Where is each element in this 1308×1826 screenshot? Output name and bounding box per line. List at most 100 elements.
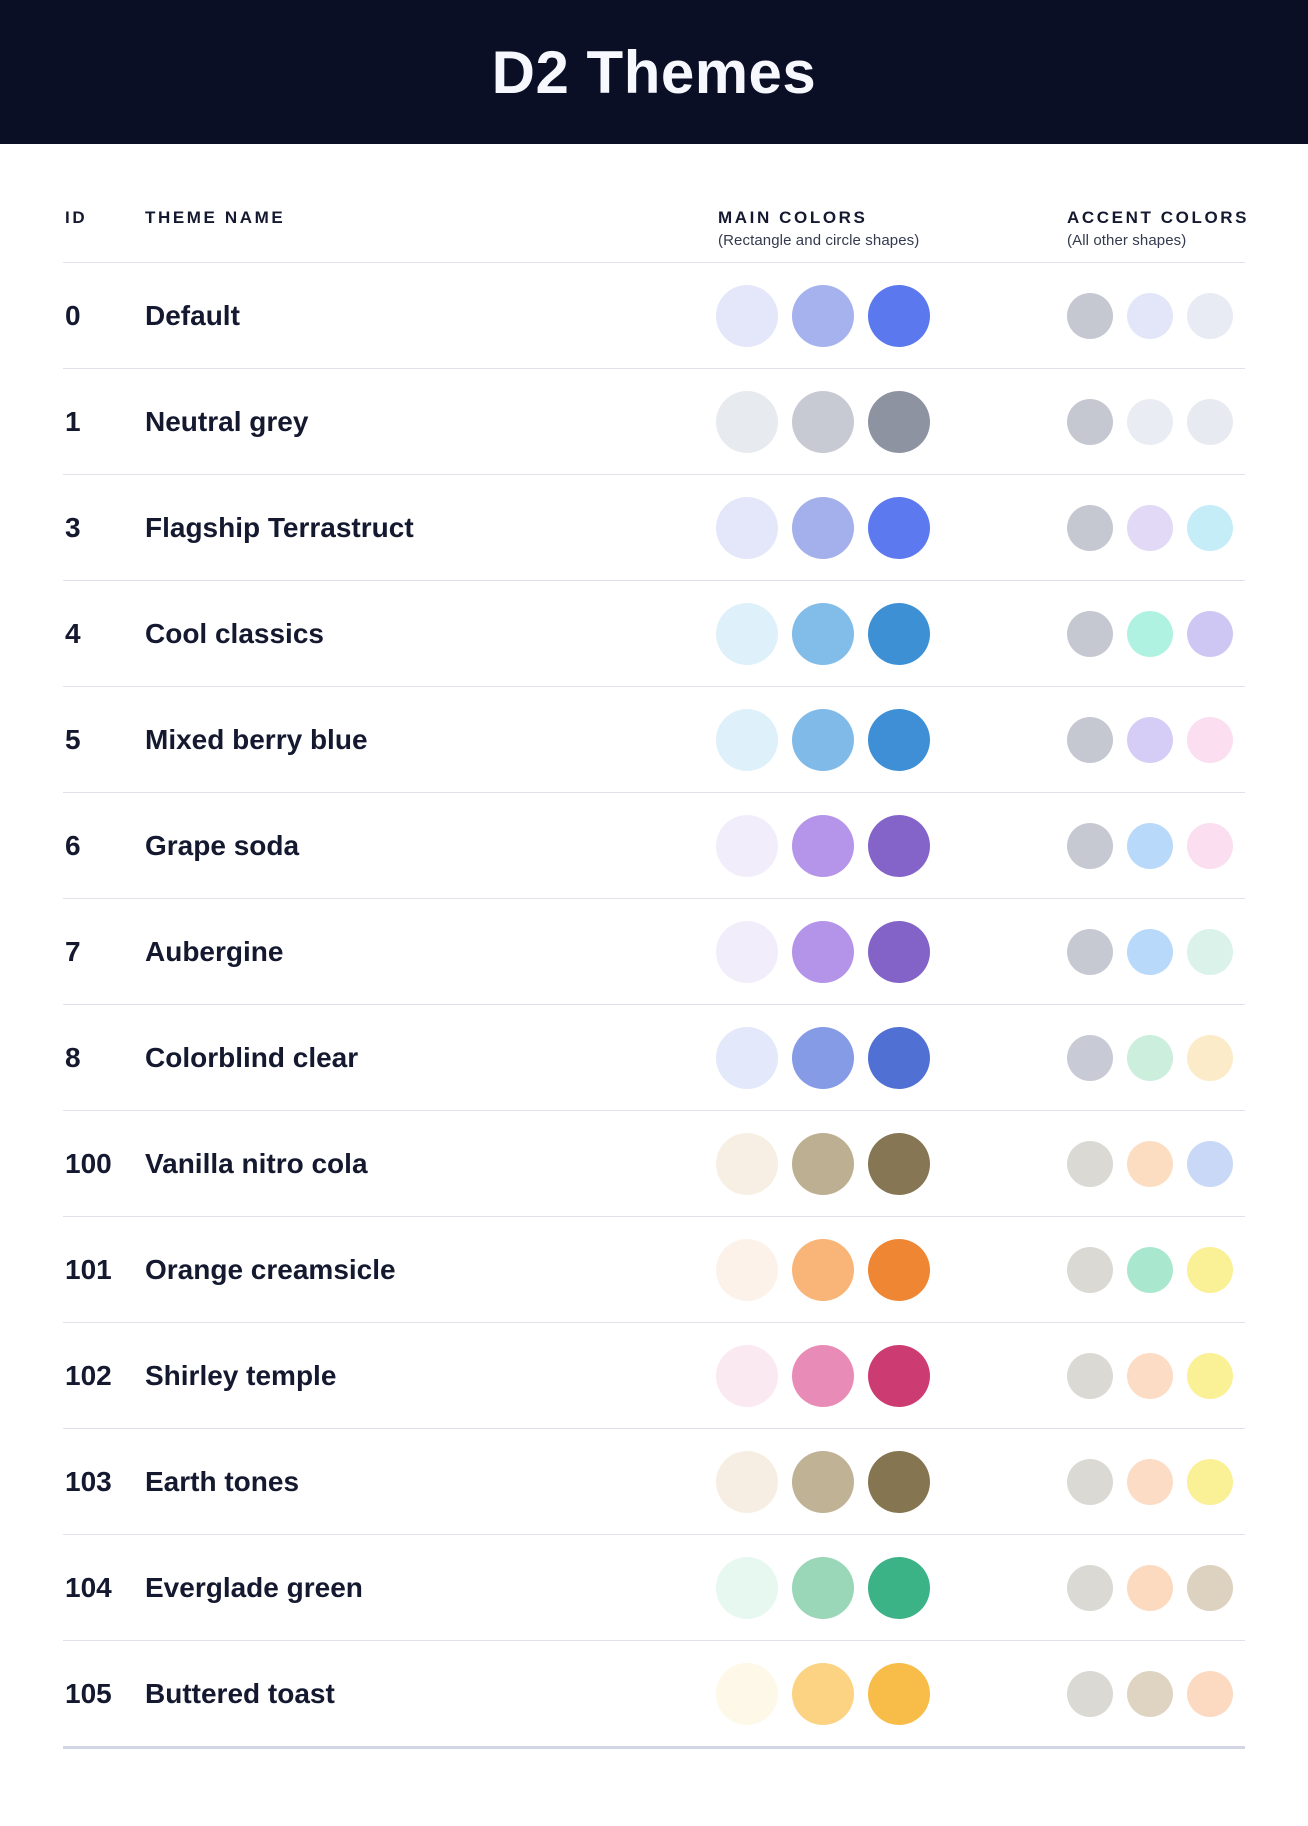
main-color-swatch [716, 1026, 778, 1089]
theme-name: Mixed berry blue [145, 723, 368, 755]
table-body: 0 Default 1 Neutral grey 3 Flagship Terr… [63, 262, 1245, 1749]
accent-color-swatch [1187, 1352, 1233, 1399]
accent-color-swatch [1127, 1140, 1173, 1187]
main-colors-group [716, 1662, 930, 1725]
accent-color-swatch [1067, 928, 1113, 975]
main-color-swatch [792, 496, 854, 559]
main-colors-group [716, 496, 930, 559]
table-row: 4 Cool classics [63, 581, 1245, 687]
accent-colors-group [1067, 1670, 1233, 1717]
accent-color-swatch [1187, 1458, 1233, 1505]
main-color-swatch [868, 390, 930, 453]
accent-colors-group [1067, 1034, 1233, 1081]
page-title: D2 Themes [491, 38, 817, 106]
main-color-swatch [868, 920, 930, 983]
accent-colors-group [1067, 1352, 1233, 1399]
main-color-swatch [868, 284, 930, 347]
theme-id: 103 [65, 1465, 112, 1497]
theme-id: 105 [65, 1677, 112, 1709]
accent-color-swatch [1187, 1670, 1233, 1717]
main-colors-group [716, 390, 930, 453]
column-header-name: THEME NAME [145, 208, 286, 227]
theme-id: 6 [65, 829, 81, 861]
main-colors-group [716, 602, 930, 665]
table-row: 102 Shirley temple [63, 1323, 1245, 1429]
main-color-swatch [716, 390, 778, 453]
main-color-swatch [792, 1450, 854, 1513]
accent-color-swatch [1067, 1564, 1113, 1611]
accent-color-swatch [1187, 822, 1233, 869]
table-row: 105 Buttered toast [63, 1641, 1245, 1749]
theme-name: Colorblind clear [145, 1041, 359, 1073]
main-color-swatch [792, 1344, 854, 1407]
main-colors-group [716, 284, 930, 347]
column-header-id: ID [65, 208, 88, 227]
column-subtitle-accent: (All other shapes) [1067, 232, 1187, 249]
accent-color-swatch [1187, 1034, 1233, 1081]
theme-name: Neutral grey [145, 405, 309, 437]
accent-colors-group [1067, 928, 1233, 975]
main-color-swatch [792, 814, 854, 877]
column-header-accent: ACCENT COLORS [1067, 208, 1250, 227]
theme-name: Grape soda [145, 829, 300, 861]
accent-color-swatch [1067, 1246, 1113, 1293]
accent-colors-group [1067, 1458, 1233, 1505]
main-color-swatch [868, 1132, 930, 1195]
main-colors-group [716, 1344, 930, 1407]
main-color-swatch [716, 602, 778, 665]
main-color-swatch [792, 390, 854, 453]
main-color-swatch [792, 602, 854, 665]
accent-color-swatch [1187, 292, 1233, 339]
main-color-swatch [792, 920, 854, 983]
accent-color-swatch [1127, 1246, 1173, 1293]
main-color-swatch [792, 284, 854, 347]
main-colors-group [716, 1132, 930, 1195]
theme-name: Default [145, 299, 240, 331]
accent-color-swatch [1067, 610, 1113, 657]
main-color-swatch [716, 1344, 778, 1407]
accent-colors-group [1067, 822, 1233, 869]
theme-id: 100 [65, 1147, 112, 1179]
theme-id: 3 [65, 511, 81, 543]
main-color-swatch [868, 1238, 930, 1301]
page-header: D2 Themes [0, 0, 1308, 144]
accent-colors-group [1067, 1140, 1233, 1187]
main-colors-group [716, 1450, 930, 1513]
accent-color-swatch [1127, 716, 1173, 763]
table-row: 101 Orange creamsicle [63, 1217, 1245, 1323]
accent-colors-group [1067, 1246, 1233, 1293]
main-color-swatch [792, 1556, 854, 1619]
accent-color-swatch [1127, 1352, 1173, 1399]
theme-id: 8 [65, 1041, 81, 1073]
accent-colors-group [1067, 292, 1233, 339]
theme-name: Aubergine [145, 935, 284, 967]
accent-color-swatch [1127, 610, 1173, 657]
accent-color-swatch [1067, 1458, 1113, 1505]
theme-name: Shirley temple [145, 1359, 337, 1391]
column-header-main: MAIN COLORS [718, 208, 868, 227]
main-color-swatch [792, 1132, 854, 1195]
accent-color-swatch [1127, 398, 1173, 445]
main-colors-group [716, 1026, 930, 1089]
accent-color-swatch [1127, 928, 1173, 975]
main-color-swatch [792, 708, 854, 771]
theme-id: 4 [65, 617, 81, 649]
main-colors-group [716, 1238, 930, 1301]
accent-color-swatch [1127, 504, 1173, 551]
theme-id: 1 [65, 405, 81, 437]
main-color-swatch [716, 920, 778, 983]
theme-id: 7 [65, 935, 81, 967]
accent-color-swatch [1067, 1670, 1113, 1717]
main-color-swatch [716, 284, 778, 347]
accent-color-swatch [1187, 504, 1233, 551]
accent-color-swatch [1127, 292, 1173, 339]
accent-color-swatch [1127, 1670, 1173, 1717]
table-row: 0 Default [63, 263, 1245, 369]
accent-color-swatch [1127, 822, 1173, 869]
accent-color-swatch [1067, 716, 1113, 763]
table-row: 103 Earth tones [63, 1429, 1245, 1535]
main-color-swatch [868, 708, 930, 771]
accent-colors-group [1067, 1564, 1233, 1611]
main-color-swatch [716, 1132, 778, 1195]
